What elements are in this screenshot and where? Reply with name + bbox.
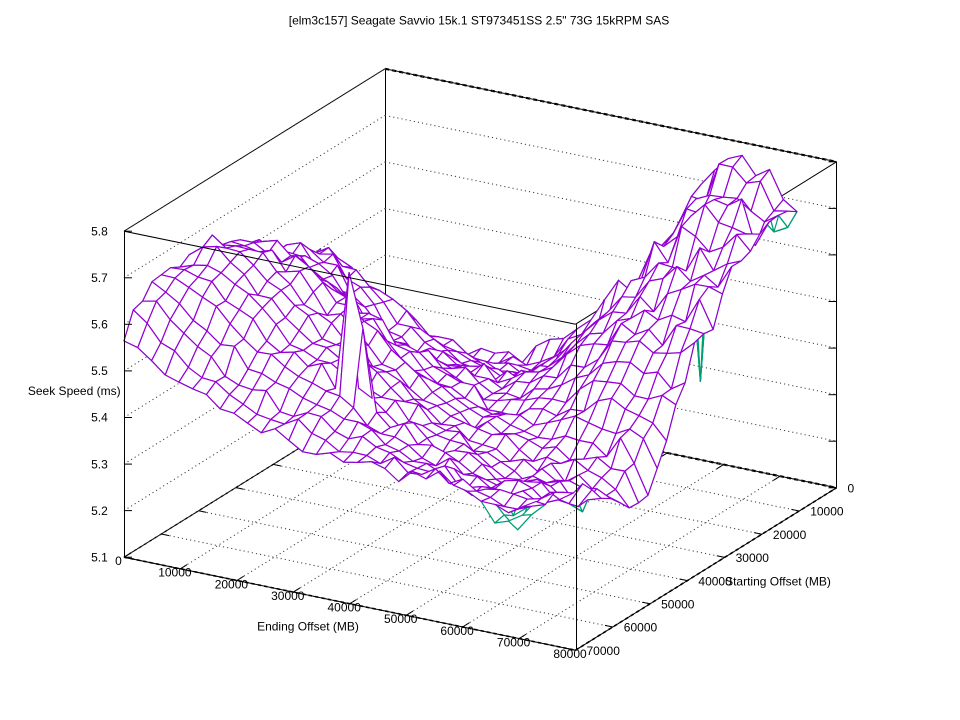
svg-text:60000: 60000 xyxy=(624,621,658,635)
svg-text:5.7: 5.7 xyxy=(91,271,108,285)
svg-text:20000: 20000 xyxy=(215,577,249,591)
svg-text:0: 0 xyxy=(115,554,122,568)
svg-text:30000: 30000 xyxy=(736,551,770,565)
svg-text:5.6: 5.6 xyxy=(91,318,108,332)
svg-text:10000: 10000 xyxy=(158,566,192,580)
svg-text:5.2: 5.2 xyxy=(91,504,108,518)
svg-text:5.5: 5.5 xyxy=(91,364,108,378)
svg-text:20000: 20000 xyxy=(773,528,807,542)
svg-text:Seek Speed (ms): Seek Speed (ms) xyxy=(28,384,121,398)
svg-text:50000: 50000 xyxy=(661,598,695,612)
svg-text:40000: 40000 xyxy=(328,601,362,615)
svg-text:80000: 80000 xyxy=(553,647,587,661)
svg-text:0: 0 xyxy=(848,482,855,496)
svg-text:70000: 70000 xyxy=(587,644,621,658)
svg-text:Ending Offset (MB): Ending Offset (MB) xyxy=(257,620,359,634)
svg-text:10000: 10000 xyxy=(810,505,844,519)
svg-text:5.4: 5.4 xyxy=(91,411,108,425)
svg-text:5.3: 5.3 xyxy=(91,457,108,471)
svg-text:70000: 70000 xyxy=(497,635,531,649)
svg-text:5.8: 5.8 xyxy=(91,224,108,238)
svg-text:[elm3c157] Seagate Savvio 15k.: [elm3c157] Seagate Savvio 15k.1 ST973451… xyxy=(289,14,669,28)
svg-text:5.1: 5.1 xyxy=(91,550,108,564)
svg-text:40000: 40000 xyxy=(698,574,732,588)
svg-text:50000: 50000 xyxy=(384,612,418,626)
svg-text:30000: 30000 xyxy=(271,589,305,603)
svg-text:Starting Offset (MB): Starting Offset (MB) xyxy=(725,575,831,589)
svg-text:60000: 60000 xyxy=(440,624,474,638)
